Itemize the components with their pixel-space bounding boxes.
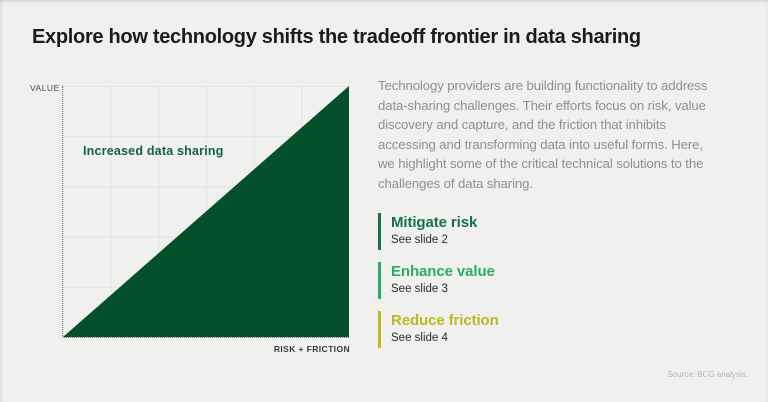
- data-sharing-area: [63, 86, 349, 337]
- list-item-reduce-friction: Reduce friction See slide 4: [378, 311, 499, 348]
- tradeoff-chart: Increased data sharing: [62, 86, 349, 338]
- intro-paragraph: Technology providers are building functi…: [378, 78, 708, 191]
- list-item-mitigate-risk: Mitigate risk See slide 2: [378, 213, 499, 250]
- area-label: Increased data sharing: [83, 144, 224, 158]
- item-title: Enhance value: [391, 263, 495, 280]
- item-title: Reduce friction: [391, 312, 499, 329]
- y-axis-label: VALUE: [30, 83, 60, 93]
- chart-canvas: [63, 86, 349, 337]
- source-note: Source: BCG analysis.: [667, 370, 748, 379]
- topic-list: Mitigate risk See slide 2 Enhance value …: [378, 213, 499, 360]
- item-subtitle: See slide 3: [391, 283, 448, 295]
- item-subtitle: See slide 4: [391, 332, 448, 344]
- item-title: Mitigate risk: [391, 214, 478, 231]
- x-axis-label: RISK + FRICTION: [273, 344, 350, 354]
- list-item-enhance-value: Enhance value See slide 3: [378, 262, 499, 299]
- item-subtitle: See slide 2: [391, 234, 448, 246]
- slide-title: Explore how technology shifts the tradeo…: [32, 26, 641, 48]
